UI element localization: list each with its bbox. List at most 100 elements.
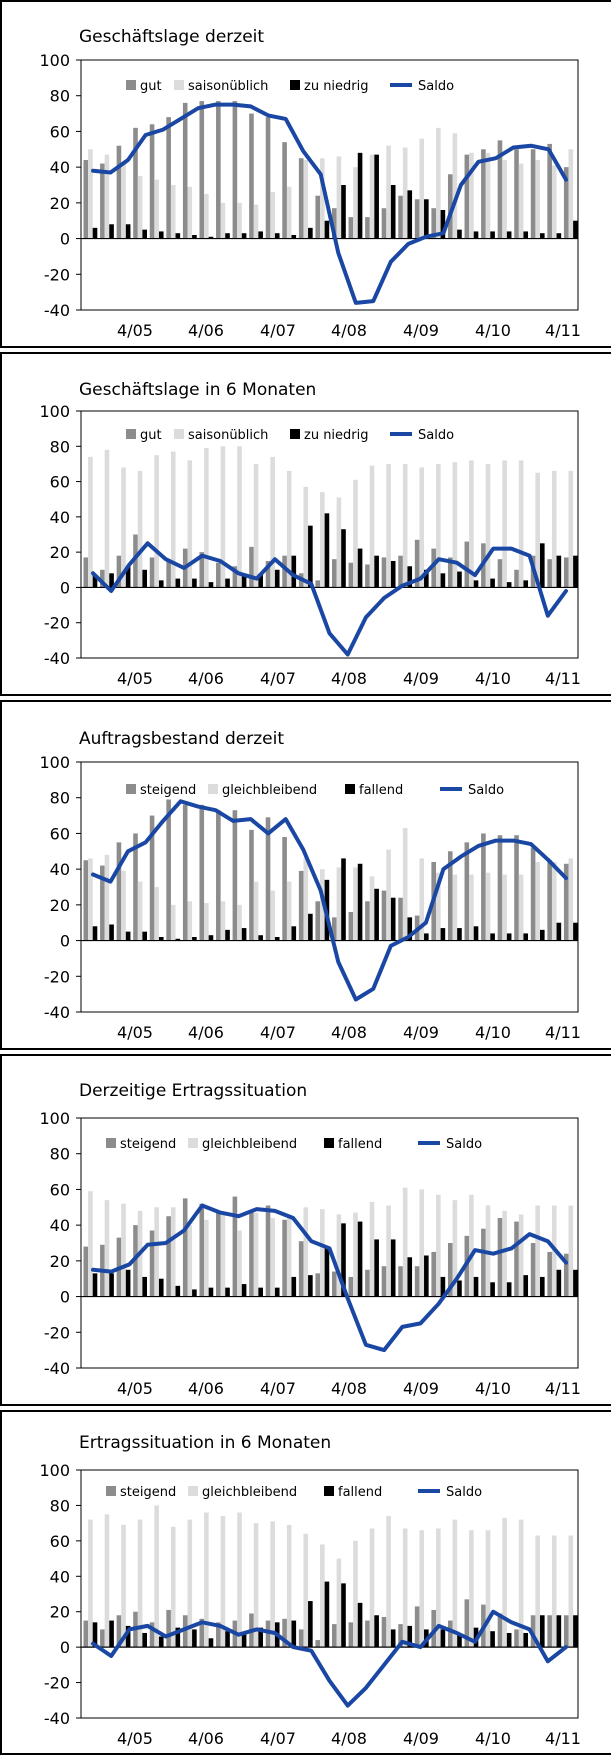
chart5-x-tick-label: 4/11 <box>545 1729 581 1748</box>
chart1-bar-zuniedrig <box>573 220 578 239</box>
chart3-x-tick-label: 4/10 <box>475 1023 511 1042</box>
chart4-bar-fallend <box>357 1221 363 1297</box>
chart3-bar-gleichbleibend <box>204 903 209 941</box>
chart2-bar-saisonblich <box>270 456 275 588</box>
chart2-bar-saisonblich <box>137 470 143 588</box>
chart2-bar-gut <box>149 557 155 588</box>
chart1-bar-gut <box>447 174 453 239</box>
chart2-x-tick-label: 4/05 <box>117 669 153 688</box>
chart1-bar-saisonblich <box>419 138 425 239</box>
chart5-legend-swatch <box>324 1486 334 1496</box>
chart4-bar-fallend <box>175 1285 181 1297</box>
chart5-y-tick-label: 60 <box>50 1532 70 1551</box>
chart4-bar-fallend <box>274 1287 280 1297</box>
chart2-bar-zuniedrig <box>440 573 446 588</box>
chart2-bar-gut <box>232 566 238 588</box>
chart4-bar-steigend <box>298 1241 304 1297</box>
chart4-bar-steigend <box>431 1251 436 1297</box>
chart4-y-tick-label: 80 <box>50 1145 70 1164</box>
chart5-bar-fallend <box>357 1602 363 1648</box>
chart2-bar-saisonblich <box>419 467 425 588</box>
chart2-bar-saisonblich <box>204 448 209 588</box>
chart5-bar-fallend <box>175 1627 181 1648</box>
chart-panel-3: Auftragsbestand derzeit 100 80 60 40 20 0 -20 -4… <box>0 700 611 1050</box>
chart5-bar-fallend <box>142 1632 147 1648</box>
chart5-bar-steigend <box>282 1618 287 1648</box>
chart4-bar-gleichbleibend <box>502 1210 507 1297</box>
chart4-bar-gleichbleibend <box>303 1207 309 1297</box>
chart4-bar-gleichbleibend <box>436 1194 441 1297</box>
chart4-bar-fallend <box>424 1255 429 1297</box>
chart5-x-tick-label: 4/10 <box>475 1729 511 1748</box>
chart1-bar-zuniedrig <box>407 190 413 239</box>
chart1-bar-saisonblich <box>485 152 491 239</box>
chart3-bar-gleichbleibend <box>121 870 126 941</box>
chart4-bar-fallend <box>324 1246 330 1297</box>
chart5-plot-frame <box>80 1469 579 1719</box>
chart5-bar-fallend <box>109 1620 114 1648</box>
chart3-bar-fallend <box>573 922 578 941</box>
chart3-bar-fallend <box>424 933 429 941</box>
chart1-bar-saisonblich <box>170 185 176 239</box>
chart1-bar-gut <box>332 208 337 239</box>
chart5-bar-steigend <box>414 1606 420 1648</box>
chart2-y-tick-label: 100 <box>39 402 70 421</box>
chart1-bar-saisonblich <box>286 186 292 239</box>
chart5-bar-gleichbleibend <box>237 1512 242 1648</box>
chart1-bar-gut <box>149 124 155 239</box>
chart1-bar-gut <box>431 208 436 239</box>
chart2-bar-gut <box>199 552 205 588</box>
chart5-x-tick-label: 4/08 <box>331 1729 367 1748</box>
chart1-bar-saisonblich <box>303 160 309 239</box>
chart2-x-tick-label: 4/11 <box>545 669 581 688</box>
chart4-bar-steigend <box>149 1230 155 1297</box>
chart3-bar-gleichbleibend <box>502 874 507 941</box>
chart3-x-tick-label: 4/11 <box>545 1023 581 1042</box>
chart1-bar-gut <box>563 167 569 239</box>
chart1-legend-swatch <box>126 80 136 90</box>
chart3-plot-frame <box>80 761 579 1013</box>
chart4-bar-gleichbleibend <box>353 1212 358 1297</box>
chart1-bar-gut <box>348 217 354 239</box>
chart3-y-tick-label: 80 <box>50 789 70 808</box>
chart5-bar-fallend <box>341 1583 346 1648</box>
chart1-bar-gut <box>133 127 138 239</box>
chart5-bar-gleichbleibend <box>270 1521 275 1648</box>
chart3-legend-label: gleichbleibend <box>222 783 317 798</box>
chart5-y-tick-label: -40 <box>44 1709 70 1728</box>
chart3-bar-steigend <box>133 833 138 941</box>
chart5-bar-fallend <box>125 1625 131 1648</box>
chart3-bar-gleichbleibend <box>485 872 491 941</box>
chart2-bar-zuniedrig <box>473 580 479 588</box>
chart5-bar-steigend <box>447 1620 453 1648</box>
chart5-bar-fallend <box>390 1629 396 1648</box>
chart1-bar-gut <box>282 142 287 239</box>
chart5-bar-gleichbleibend <box>551 1535 557 1648</box>
chart2-bar-zuniedrig <box>308 525 313 588</box>
chart1-bar-gut <box>414 199 420 239</box>
chart2-bar-zuniedrig <box>208 582 214 588</box>
chart2-bar-gut <box>315 580 321 588</box>
chart3-bar-fallend <box>208 935 214 941</box>
chart1-bar-gut <box>182 102 188 239</box>
chart3-bar-fallend <box>490 933 495 941</box>
chart3-bar-steigend <box>530 847 536 941</box>
chart2-bar-saisonblich <box>187 460 193 588</box>
chart2-bar-zuniedrig <box>109 573 114 588</box>
chart5-y-tick-label: 20 <box>50 1603 70 1622</box>
chart1-bar-saisonblich <box>369 154 375 239</box>
chart3-bar-steigend <box>447 851 453 941</box>
chart2-bar-zuniedrig <box>258 575 263 588</box>
chart4-bar-steigend <box>563 1253 569 1297</box>
chart4-bar-fallend <box>490 1282 495 1297</box>
chart1-bar-saisonblich <box>353 167 358 239</box>
chart5-bar-gleichbleibend <box>485 1530 491 1648</box>
chart4-bar-steigend <box>481 1228 486 1297</box>
chart3-bar-fallend <box>274 937 280 941</box>
chart2-bar-saisonblich <box>237 446 242 588</box>
chart2-bar-saisonblich <box>502 460 507 588</box>
chart1-bar-zuniedrig <box>324 220 330 239</box>
chart5-y-tick-label: 40 <box>50 1567 70 1586</box>
chart1-bar-zuniedrig <box>125 224 131 239</box>
chart2-bar-saisonblich <box>303 486 309 588</box>
